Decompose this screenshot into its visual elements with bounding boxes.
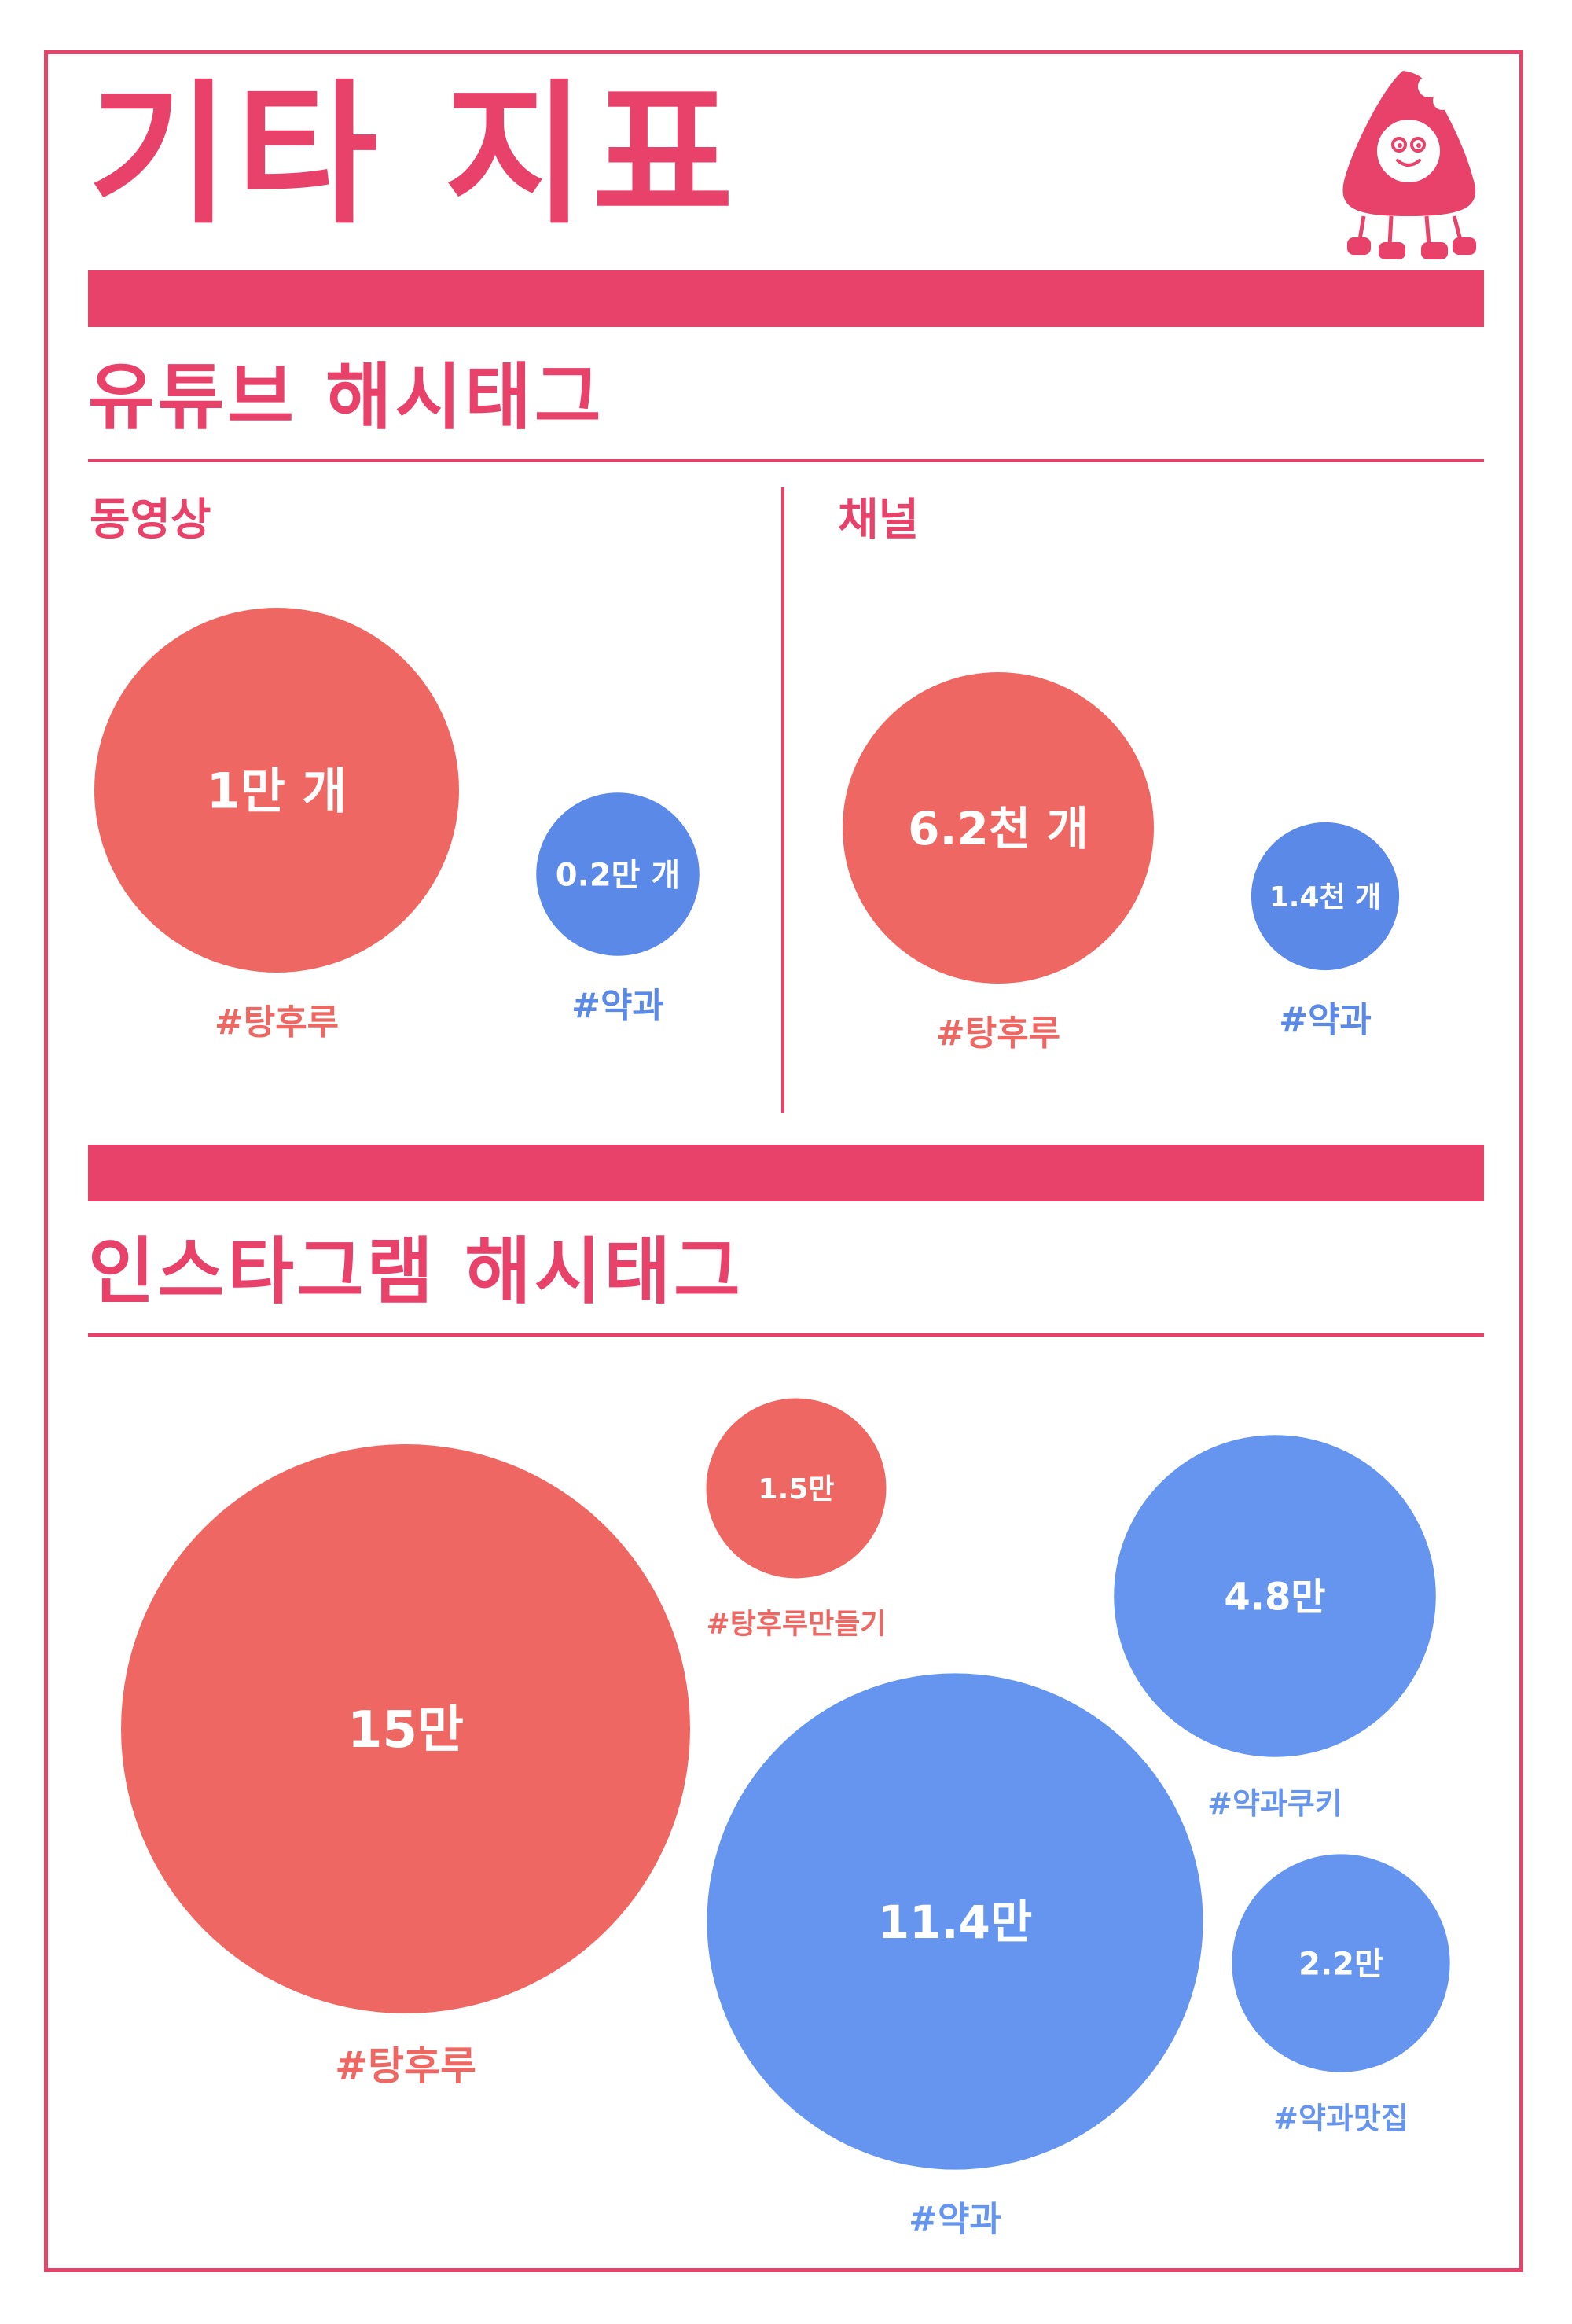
- bubble-instagram-0: [121, 1444, 690, 2013]
- bubble-instagram-2: [707, 1673, 1203, 2170]
- bubble-instagram-3: [1114, 1435, 1436, 1757]
- page-frame: [44, 50, 1523, 2272]
- bubble-value-label: 6.2천 개: [908, 802, 1089, 855]
- section-divider-bar: [88, 270, 1484, 327]
- onigiri-mascot-icon: [1342, 71, 1476, 259]
- youtube-title-rule: [88, 459, 1484, 462]
- hashtag-label: #약과쿠키: [1207, 1786, 1342, 1821]
- bubble-value-label: 15만: [347, 1701, 464, 1760]
- section-divider-bar: [88, 1145, 1484, 1201]
- hashtag-label: #약과: [1279, 1000, 1372, 1040]
- instagram-section-title: 인스타그램 해시태그: [88, 1230, 744, 1314]
- page-title: 기타 지표: [88, 66, 740, 245]
- bubble-youtube-channel-0: [843, 672, 1154, 984]
- channel-subtitle: 채널: [838, 495, 920, 546]
- hashtag-label: #약과맛집: [1273, 2102, 1409, 2136]
- bubble-value-label: 11.4만: [878, 1896, 1032, 1949]
- bubble-instagram-4: [1232, 1854, 1450, 2072]
- bubble-youtube-channel-1: [1251, 822, 1400, 971]
- hashtag-label: #탕후루: [215, 1002, 339, 1042]
- instagram-title-rule: [88, 1333, 1484, 1337]
- bubble-value-label: 1만 개: [207, 762, 347, 819]
- hashtag-label: #약과: [571, 986, 664, 1026]
- hashtag-label: #탕후루: [335, 2043, 476, 2089]
- bubble-youtube-video-0: [94, 608, 459, 973]
- bubble-value-label: 4.8만: [1224, 1575, 1325, 1619]
- bubble-value-label: 1.4천 개: [1269, 881, 1382, 914]
- bubble-instagram-1: [706, 1398, 887, 1579]
- youtube-column-divider: [781, 487, 784, 1113]
- hashtag-label: #탕후루만들기: [707, 1608, 887, 1640]
- bubble-value-label: 2.2만: [1298, 1946, 1383, 1982]
- bubble-value-label: 0.2만 개: [556, 857, 680, 893]
- hashtag-label: #탕후루: [936, 1013, 1060, 1054]
- hashtag-label: #약과: [909, 2200, 1001, 2240]
- bubble-youtube-video-1: [536, 792, 700, 956]
- bubble-value-label: 1.5만: [758, 1473, 835, 1506]
- video-subtitle: 동영상: [90, 495, 211, 546]
- youtube-section-title: 유튜브 해시태그: [88, 355, 604, 439]
